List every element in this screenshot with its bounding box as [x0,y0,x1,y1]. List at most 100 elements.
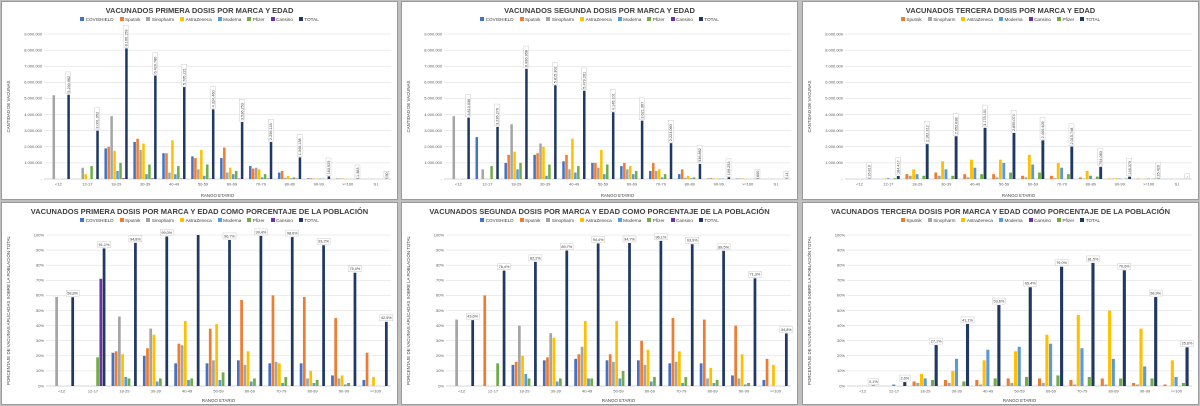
data-label: 71,3% [748,271,762,278]
bar-total [583,90,586,179]
data-label: 58,8% [65,290,80,297]
bar-pfizer [96,357,99,386]
bar-total [1041,140,1045,179]
data-label: 99,4% [254,228,268,236]
y-tick-label: 5.000.000 [825,96,844,101]
bar-sputnik [334,318,338,386]
data-label-text: 79,0% [1056,261,1067,265]
bar-pfizer [190,378,194,386]
data-label-text: 27,1% [931,339,942,343]
bar-sinopharm [706,378,709,386]
bar-total [596,243,600,386]
x-tick-label: 40-49 [970,182,981,187]
data-label: 4.146.101 [610,89,616,112]
bar-moderna [155,381,159,386]
x-tick-label: 30-39 [952,389,963,394]
bar-moderna [116,170,119,179]
y-tick-label: 1.000.000 [424,160,443,165]
y-tick-label: 80% [837,263,845,268]
x-tick-label: 70-79 [1077,389,1088,394]
bar-sinopharm [110,116,113,179]
data-label-text: 3.536.253 [240,103,244,120]
legend-item: Sputnik [119,218,140,224]
y-tick-label: 1.000.000 [825,160,844,165]
data-label-box [1068,123,1075,146]
x-tick-label: 12-17 [883,182,894,187]
bar-astrazeneca [183,321,187,386]
data-label-box [1097,148,1104,167]
bar-sinopharm [916,382,920,386]
legend-swatch [546,17,551,22]
bar-sputnik [146,348,149,386]
data-label-text: 93,2% [318,240,329,244]
y-tick-label: 8.000.000 [424,47,443,52]
bar-total [659,240,663,386]
bar-sinopharm [81,167,84,179]
bar-pfizer [684,376,688,386]
data-label-box [610,89,616,112]
bar-moderna [923,378,927,386]
y-tick-label: 50% [837,308,845,313]
bar-covishield [542,360,546,386]
legend-label: Pfizer [1062,17,1075,22]
bar-moderna [516,169,519,179]
data-label-text: 0,1% [869,380,878,384]
data-label: 93,9% [685,237,699,244]
legend-swatch [119,218,124,223]
bar-covishield [591,162,594,179]
bar-pfizer [980,174,984,179]
bar-covishield [299,363,303,386]
y-tick-label: 7.000.000 [24,64,43,69]
legend-label: AstraZeneca [966,218,993,223]
x-tick-label: 90-99 [314,182,325,187]
bar-moderna [343,384,347,386]
data-label-text: 146.370 [1128,161,1132,175]
legend-label: Sputnik [906,17,922,22]
data-label-box [1184,173,1190,179]
bar-sinopharm [226,172,229,179]
legend-label: Sinopharm [933,218,956,223]
legend-swatch [80,17,85,22]
data-label-box [465,312,480,320]
legend-swatch [298,218,303,223]
bar-total [290,237,294,386]
legend-label: Sinopharm [551,17,575,22]
y-tick-label: 4.000.000 [424,112,443,117]
legend-label: Moderna [1004,218,1023,223]
legend-item: Pfizer [647,218,665,224]
legend-swatch [580,17,585,22]
legend-item: Moderna [998,17,1023,23]
bar-covishield [268,363,272,386]
x-tick-label: 70-79 [656,182,667,187]
bar-sputnik [1038,378,1042,386]
bar-covishield [191,156,194,179]
bar-sputnik [765,358,769,386]
bar-covishield [649,170,652,179]
legend-swatch [927,218,932,223]
bar-sputnik [709,178,713,179]
bar-total [1154,297,1158,386]
y-tick-label: - [441,176,443,181]
legend-item: TOTAL [298,17,319,23]
data-label: 2.223.060 [668,120,674,143]
y-tick-label: 10% [36,368,44,373]
legend-swatch [270,218,275,223]
bar-sputnik [194,158,197,179]
chart-title: VACUNADOS TERCERA DOSIS POR MARCA Y EDAD [905,6,1096,15]
bar-total [471,320,475,386]
bar-astrazeneca [521,355,524,386]
x-tick-label: 18-29 [119,389,130,394]
data-label-text: 16.810 [868,165,872,177]
data-label-box [1010,110,1017,133]
x-tick-label: 18-29 [912,182,923,187]
bar-cansino [99,278,103,386]
legend-item: Pfizer [247,17,265,23]
data-label-box [97,241,111,248]
bar-total [384,321,388,386]
bar-covishield [104,148,107,179]
chart-legend: COVISHIELD Sputnik Sinopharm AstraZeneca Mod… [402,17,797,23]
bar-astrazeneca [951,370,955,386]
bar-pfizer [606,164,609,179]
bar-sputnik [107,146,110,179]
data-label-text: 5.479.261 [582,72,586,89]
